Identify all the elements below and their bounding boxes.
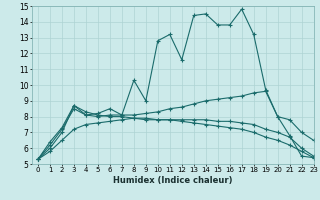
X-axis label: Humidex (Indice chaleur): Humidex (Indice chaleur) [113, 176, 233, 185]
